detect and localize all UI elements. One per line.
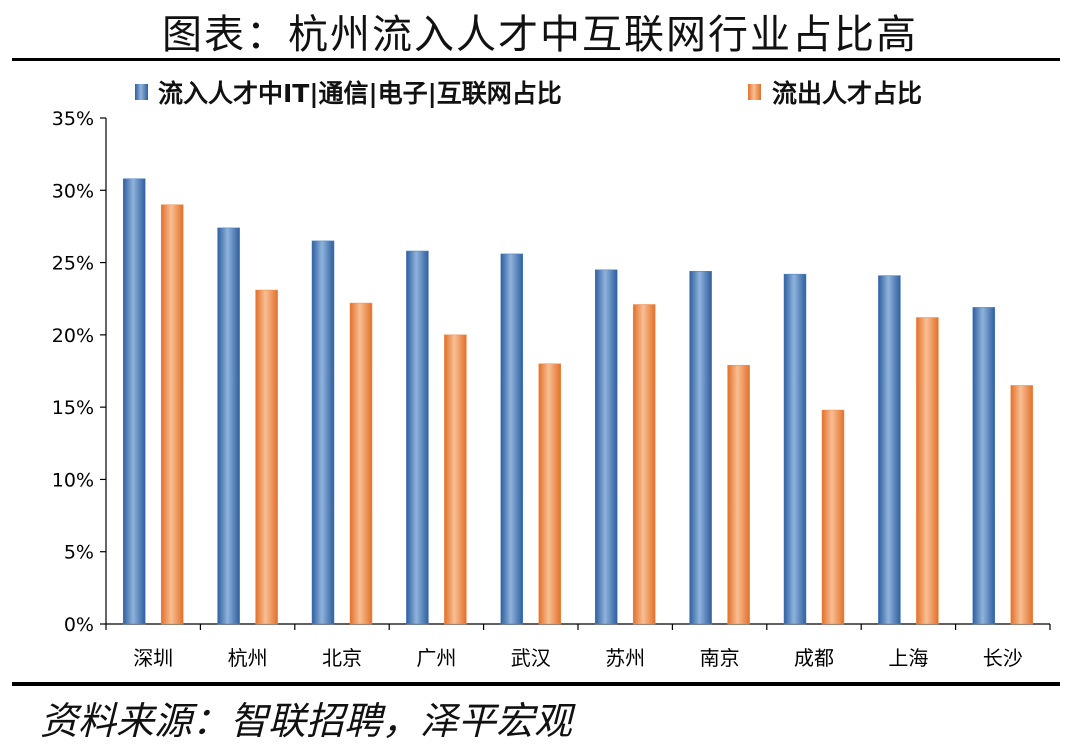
legend-swatch-outflow bbox=[748, 84, 761, 100]
y-tick-label: 15% bbox=[52, 397, 94, 419]
bar-inflow bbox=[217, 227, 240, 625]
bars bbox=[122, 178, 1034, 625]
y-tick-label: 0% bbox=[64, 614, 94, 636]
y-tick-label: 30% bbox=[52, 180, 94, 202]
bar-outflow bbox=[538, 363, 562, 625]
x-tick-label: 北京 bbox=[322, 646, 362, 670]
bar-inflow bbox=[122, 178, 146, 625]
x-tick-label: 上海 bbox=[888, 646, 928, 670]
x-tick-label: 深圳 bbox=[133, 646, 173, 670]
y-axis: 0% 5% 10% 15% 20% 25% 30% 35% bbox=[52, 108, 107, 636]
bar-inflow bbox=[783, 273, 807, 625]
bar-outflow bbox=[727, 364, 750, 625]
bar-inflow bbox=[500, 253, 524, 625]
bar-chart: 流入人才中IT|通信|电子|互联网占比 流出人才占比 0% 5% 10% 15% 20%… bbox=[52, 79, 1051, 670]
source-note: 资料来源：智联招聘，泽平宏观 bbox=[40, 699, 573, 743]
legend-label-inflow: 流入人才中IT|通信|电子|互联网占比 bbox=[158, 79, 562, 108]
footer-divider bbox=[12, 682, 1060, 686]
bar-outflow bbox=[1010, 385, 1034, 625]
x-tick-label: 杭州 bbox=[228, 646, 268, 670]
bar-outflow bbox=[255, 289, 278, 625]
bar-outflow bbox=[444, 334, 467, 625]
x-tick-label: 广州 bbox=[416, 646, 456, 670]
bar-inflow bbox=[594, 269, 618, 625]
y-tick-label: 25% bbox=[52, 253, 94, 275]
x-tick-label: 武汉 bbox=[511, 646, 551, 670]
bar-inflow bbox=[311, 240, 335, 625]
y-tick-label: 35% bbox=[52, 108, 94, 130]
x-tick-label: 南京 bbox=[700, 646, 740, 670]
legend-label-outflow: 流出人才占比 bbox=[772, 79, 922, 108]
y-tick-label: 20% bbox=[52, 325, 94, 347]
bar-outflow bbox=[349, 302, 373, 625]
y-tick-label: 10% bbox=[52, 469, 94, 491]
x-tick-label: 成都 bbox=[794, 646, 834, 670]
bar-outflow bbox=[916, 317, 939, 625]
bar-outflow bbox=[632, 304, 656, 625]
bar-outflow bbox=[821, 409, 845, 625]
legend-swatch-inflow bbox=[135, 84, 148, 100]
legend: 流入人才中IT|通信|电子|互联网占比 流出人才占比 bbox=[135, 79, 922, 108]
bar-inflow bbox=[878, 275, 901, 625]
title-divider bbox=[12, 58, 1060, 61]
bar-inflow bbox=[972, 307, 996, 625]
y-tick-label: 5% bbox=[64, 542, 94, 564]
x-tick-label: 苏州 bbox=[605, 646, 645, 670]
x-axis: 深圳 杭州 北京 广州 武汉 苏州 南京 成都 上海 长沙 bbox=[105, 623, 1051, 670]
bar-inflow bbox=[689, 270, 712, 625]
bar-outflow bbox=[160, 204, 184, 625]
chart-title: 图表：杭州流入人才中互联网行业占比高 bbox=[162, 12, 918, 58]
x-tick-label: 长沙 bbox=[983, 646, 1023, 670]
bar-inflow bbox=[406, 250, 429, 625]
